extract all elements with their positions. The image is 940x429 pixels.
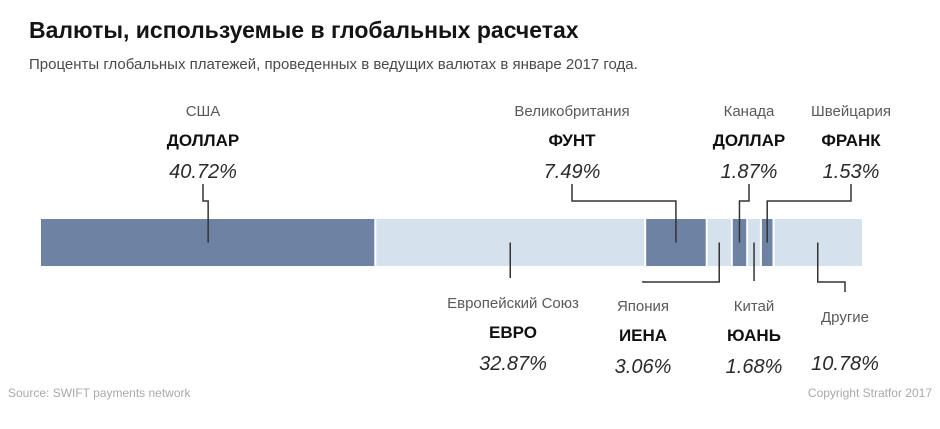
value-label-2: 32.87%	[479, 353, 547, 375]
leader-line-1	[202, 184, 209, 243]
currency-label-5: ДОЛЛАР	[713, 131, 785, 150]
leader-line-5	[738, 184, 750, 243]
value-label-4: 3.06%	[615, 356, 672, 378]
value-label-3: 7.49%	[544, 161, 601, 183]
currency-label-6: ЮАНЬ	[727, 326, 781, 345]
chart-title: Валюты, используемые в глобальных расчет…	[29, 17, 579, 43]
region-label-7: Швейцария	[811, 103, 891, 120]
currency-label-2: ЕВРО	[489, 323, 537, 342]
value-label-1: 40.72%	[169, 161, 237, 183]
region-label-8: Другие	[821, 309, 869, 326]
region-label-6: Китай	[734, 298, 775, 315]
copyright-note: Copyright Stratfor 2017	[807, 386, 932, 400]
currency-label-1: ДОЛЛАР	[167, 131, 239, 150]
region-label-2: Европейский Союз	[447, 295, 579, 312]
value-label-8: 10.78%	[811, 353, 879, 375]
source-note: Source: SWIFT payments network	[8, 386, 191, 400]
leader-line-3	[571, 184, 677, 243]
leader-line-7	[766, 184, 852, 243]
value-label-7: 1.53%	[823, 161, 880, 183]
region-label-4: Япония	[617, 298, 669, 315]
region-label-1: США	[186, 103, 221, 120]
leader-line-4	[642, 242, 720, 283]
region-label-5: Канада	[724, 103, 775, 120]
leader-line-8	[816, 242, 846, 292]
value-label-5: 1.87%	[721, 161, 778, 183]
value-label-6: 1.68%	[726, 356, 783, 378]
region-label-3: Великобритания	[514, 103, 629, 120]
currency-label-3: ФУНТ	[548, 131, 596, 150]
currency-label-4: ИЕНА	[619, 326, 667, 345]
currency-label-7: ФРАНК	[821, 131, 881, 150]
chart-subtitle: Проценты глобальных платежей, проведенны…	[29, 56, 638, 73]
